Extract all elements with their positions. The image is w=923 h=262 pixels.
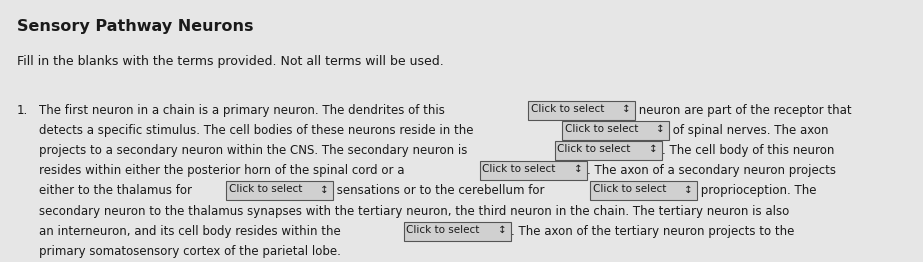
Text: Click to select: Click to select [406, 225, 480, 235]
Text: ↕: ↕ [320, 184, 329, 194]
Text: Click to select: Click to select [593, 184, 666, 194]
FancyBboxPatch shape [528, 101, 635, 120]
FancyBboxPatch shape [562, 121, 669, 140]
Text: secondary neuron to the thalamus synapses with the tertiary neuron, the third ne: secondary neuron to the thalamus synapse… [39, 205, 789, 218]
Text: Click to select: Click to select [531, 104, 604, 114]
Text: . The axon of a secondary neuron projects: . The axon of a secondary neuron project… [587, 164, 836, 177]
Text: proprioception. The: proprioception. The [697, 184, 817, 198]
Text: ↕: ↕ [656, 124, 665, 134]
FancyBboxPatch shape [226, 181, 333, 200]
Text: either to the thalamus for: either to the thalamus for [39, 184, 196, 198]
Text: ↕: ↕ [574, 164, 582, 174]
Text: ↕: ↕ [684, 184, 693, 194]
Text: an interneuron, and its cell body resides within the: an interneuron, and its cell body reside… [39, 225, 344, 238]
Text: Fill in the blanks with the terms provided. Not all terms will be used.: Fill in the blanks with the terms provid… [17, 55, 444, 68]
FancyBboxPatch shape [403, 222, 510, 241]
Text: sensations or to the cerebellum for: sensations or to the cerebellum for [333, 184, 548, 198]
Text: ↕: ↕ [649, 144, 657, 154]
Text: . The cell body of this neuron: . The cell body of this neuron [662, 144, 834, 157]
FancyBboxPatch shape [480, 161, 587, 180]
FancyBboxPatch shape [590, 181, 697, 200]
Text: Click to select: Click to select [565, 124, 638, 134]
Text: Click to select: Click to select [483, 164, 556, 174]
Text: of spinal nerves. The axon: of spinal nerves. The axon [669, 124, 829, 137]
Text: projects to a secondary neuron within the CNS. The secondary neuron is: projects to a secondary neuron within th… [39, 144, 472, 157]
Text: ↕: ↕ [497, 225, 507, 235]
Text: detects a specific stimulus. The cell bodies of these neurons reside in the: detects a specific stimulus. The cell bo… [39, 124, 477, 137]
Text: Sensory Pathway Neurons: Sensory Pathway Neurons [17, 19, 253, 34]
FancyBboxPatch shape [555, 141, 662, 160]
Text: Click to select: Click to select [229, 184, 302, 194]
Text: The first neuron in a chain is a primary neuron. The dendrites of this: The first neuron in a chain is a primary… [39, 104, 449, 117]
Text: ↕: ↕ [622, 104, 630, 114]
Text: . The axon of the tertiary neuron projects to the: . The axon of the tertiary neuron projec… [510, 225, 794, 238]
Text: neuron are part of the receptor that: neuron are part of the receptor that [635, 104, 852, 117]
Text: primary somatosensory cortex of the parietal lobe.: primary somatosensory cortex of the pari… [39, 245, 341, 258]
Text: Click to select: Click to select [557, 144, 630, 154]
Text: resides within either the posterior horn of the spinal cord or a: resides within either the posterior horn… [39, 164, 408, 177]
Text: 1.: 1. [17, 104, 28, 117]
